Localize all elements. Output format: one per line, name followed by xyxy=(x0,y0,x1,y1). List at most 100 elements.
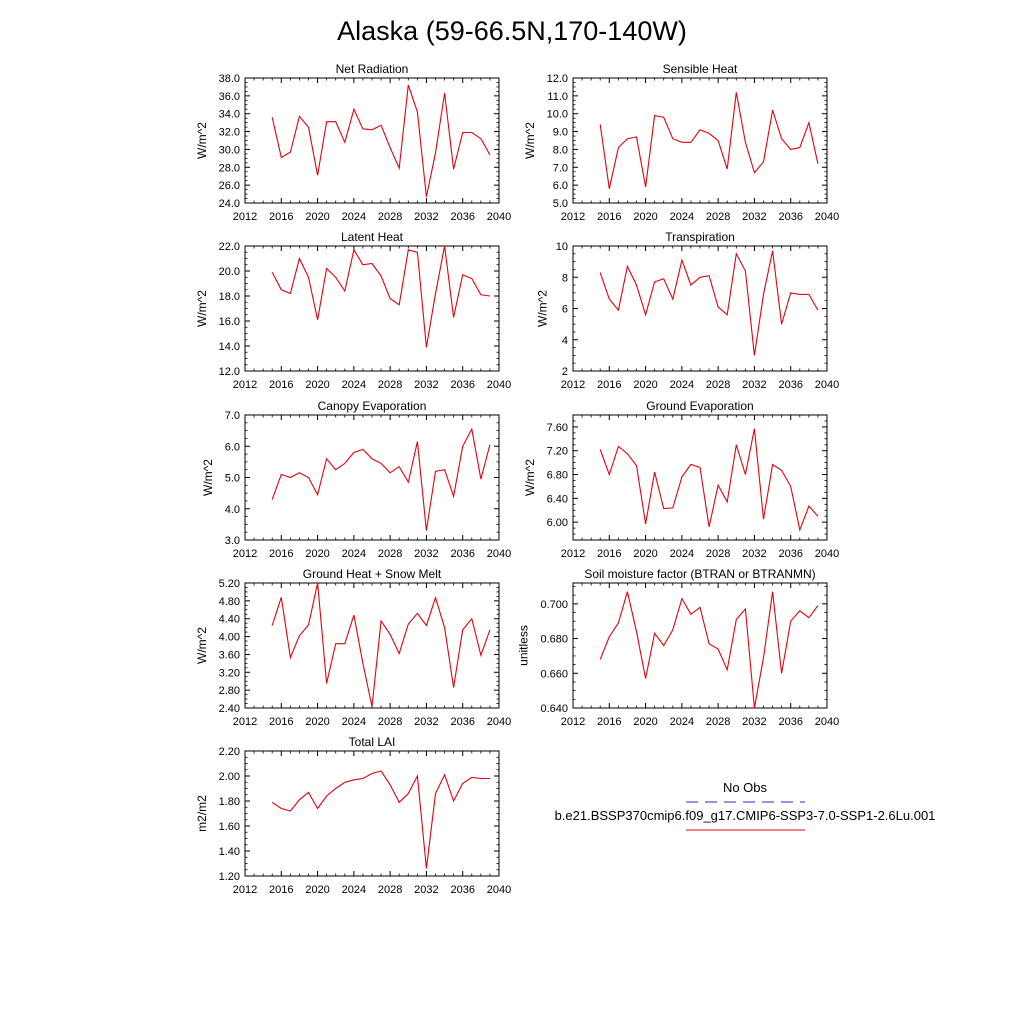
panel-title: Soil moisture factor (BTRAN or BTRANMN) xyxy=(584,567,815,581)
x-tick-label: 2036 xyxy=(450,379,474,391)
x-tick-label: 2024 xyxy=(670,548,694,560)
series-line xyxy=(599,92,819,189)
series-line xyxy=(599,591,819,709)
x-tick-label: 2012 xyxy=(561,211,585,223)
x-tick-label: 2040 xyxy=(815,548,839,560)
x-tick-label: 2016 xyxy=(269,379,293,391)
legend-obs-label: No Obs xyxy=(723,780,768,795)
x-tick-label: 2024 xyxy=(670,379,694,391)
x-tick-label: 2036 xyxy=(450,211,474,223)
y-tick-label: 16.0 xyxy=(219,316,240,328)
y-tick-label: 5.0 xyxy=(553,198,568,210)
x-tick-label: 2020 xyxy=(633,379,657,391)
x-tick-label: 2016 xyxy=(269,548,293,560)
x-tick-label: 2020 xyxy=(305,716,329,728)
panel-3: Latent Heat 2012 2016 2020 2024 2028 2032 2036 2… xyxy=(195,230,511,391)
x-tick-label: 2012 xyxy=(233,379,257,391)
x-tick-label: 2016 xyxy=(597,716,621,728)
y-tick-label: 18.0 xyxy=(219,291,240,303)
x-tick-label: 2016 xyxy=(597,211,621,223)
x-tick-label: 2032 xyxy=(742,548,766,560)
y-tick-label: 30.0 xyxy=(219,144,240,156)
x-tick-label: 2024 xyxy=(342,716,366,728)
x-tick-label: 2020 xyxy=(305,379,329,391)
y-tick-label: 2.40 xyxy=(219,703,240,715)
plot-frame xyxy=(572,77,828,204)
panel-1: Net Radiation 2012 2016 2020 2024 2028 2032 203… xyxy=(195,62,511,223)
panels: Net Radiation 2012 2016 2020 2024 2028 2032 203… xyxy=(195,62,839,896)
y-tick-label: 2.80 xyxy=(219,685,240,697)
y-tick-label: 3.0 xyxy=(225,535,240,547)
y-tick-label: 4.0 xyxy=(225,504,240,516)
x-tick-label: 2024 xyxy=(342,548,366,560)
y-tick-label: 32.0 xyxy=(219,127,240,139)
y-axis-label: W/m^2 xyxy=(523,459,537,496)
x-tick-label: 2028 xyxy=(378,884,402,896)
panel-9: Total LAI 2012 2016 2020 2024 2028 2032 2036 204… xyxy=(195,735,511,896)
x-tick-label: 2032 xyxy=(414,884,438,896)
x-tick-label: 2024 xyxy=(342,379,366,391)
y-tick-label: 5.20 xyxy=(219,578,240,590)
y-tick-label: 4.80 xyxy=(219,596,240,608)
series-line xyxy=(271,582,491,707)
x-tick-label: 2012 xyxy=(561,548,585,560)
x-tick-label: 2040 xyxy=(815,379,839,391)
y-tick-label: 2.20 xyxy=(219,746,240,758)
x-tick-label: 2016 xyxy=(269,716,293,728)
series-line xyxy=(271,770,490,869)
y-tick-label: 8.0 xyxy=(553,144,568,156)
x-tick-label: 2024 xyxy=(342,211,366,223)
panel-8: Soil moisture factor (BTRAN or BTRANMN) 2… xyxy=(517,567,840,728)
panel-title: Transpiration xyxy=(665,230,735,244)
y-tick-label: 6 xyxy=(562,304,568,316)
panel-title: Ground Evaporation xyxy=(646,399,753,413)
x-tick-label: 2036 xyxy=(778,211,802,223)
y-tick-label: 28.0 xyxy=(219,162,240,174)
y-tick-label: 6.0 xyxy=(225,441,240,453)
y-tick-label: 11.0 xyxy=(547,91,568,103)
legend-model-label: b.e21.BSSP370cmip6.f09_g17.CMIP6-SSP3-7.… xyxy=(555,808,936,823)
x-tick-label: 2028 xyxy=(378,211,402,223)
y-tick-label: 0.700 xyxy=(540,599,568,611)
x-tick-label: 2028 xyxy=(706,211,730,223)
y-axis-label: unitless xyxy=(517,625,531,666)
series-line xyxy=(271,245,490,348)
series-line xyxy=(599,428,819,532)
y-tick-label: 24.0 xyxy=(219,198,240,210)
x-tick-label: 2028 xyxy=(706,379,730,391)
panel-title: Total LAI xyxy=(349,735,396,749)
x-tick-label: 2028 xyxy=(378,548,402,560)
panel-7: Ground Heat + Snow Melt 2012 2016 2020 2024 2… xyxy=(195,567,511,728)
y-tick-label: 5.0 xyxy=(225,473,240,485)
x-tick-label: 2020 xyxy=(305,548,329,560)
panel-title: Sensible Heat xyxy=(663,62,738,76)
y-axis-label: W/m^2 xyxy=(195,627,209,664)
x-tick-label: 2040 xyxy=(487,716,511,728)
y-tick-label: 3.60 xyxy=(219,649,240,661)
y-axis-label: W/m^2 xyxy=(195,122,209,159)
x-tick-label: 2040 xyxy=(815,716,839,728)
x-tick-label: 2016 xyxy=(597,548,621,560)
y-axis-label: W/m^2 xyxy=(201,459,215,496)
x-tick-label: 2012 xyxy=(561,379,585,391)
plot-frame xyxy=(572,245,828,372)
x-tick-label: 2020 xyxy=(305,211,329,223)
x-tick-label: 2036 xyxy=(778,379,802,391)
y-tick-label: 34.0 xyxy=(219,109,240,121)
y-tick-label: 20.0 xyxy=(219,266,240,278)
y-tick-label: 0.660 xyxy=(540,668,568,680)
x-tick-label: 2032 xyxy=(414,548,438,560)
y-tick-label: 6.40 xyxy=(547,493,568,505)
legend: No Obs b.e21.BSSP370cmip6.f09_g17.CMIP6-… xyxy=(555,780,936,831)
y-tick-label: 10 xyxy=(556,241,568,253)
x-tick-label: 2016 xyxy=(597,379,621,391)
x-tick-label: 2040 xyxy=(487,379,511,391)
series-line xyxy=(599,250,819,356)
x-tick-label: 2040 xyxy=(815,211,839,223)
y-tick-label: 6.00 xyxy=(547,517,568,529)
y-tick-label: 4.40 xyxy=(219,614,240,626)
y-tick-label: 0.680 xyxy=(540,634,568,646)
panel-title: Latent Heat xyxy=(341,230,404,244)
x-tick-label: 2028 xyxy=(378,379,402,391)
